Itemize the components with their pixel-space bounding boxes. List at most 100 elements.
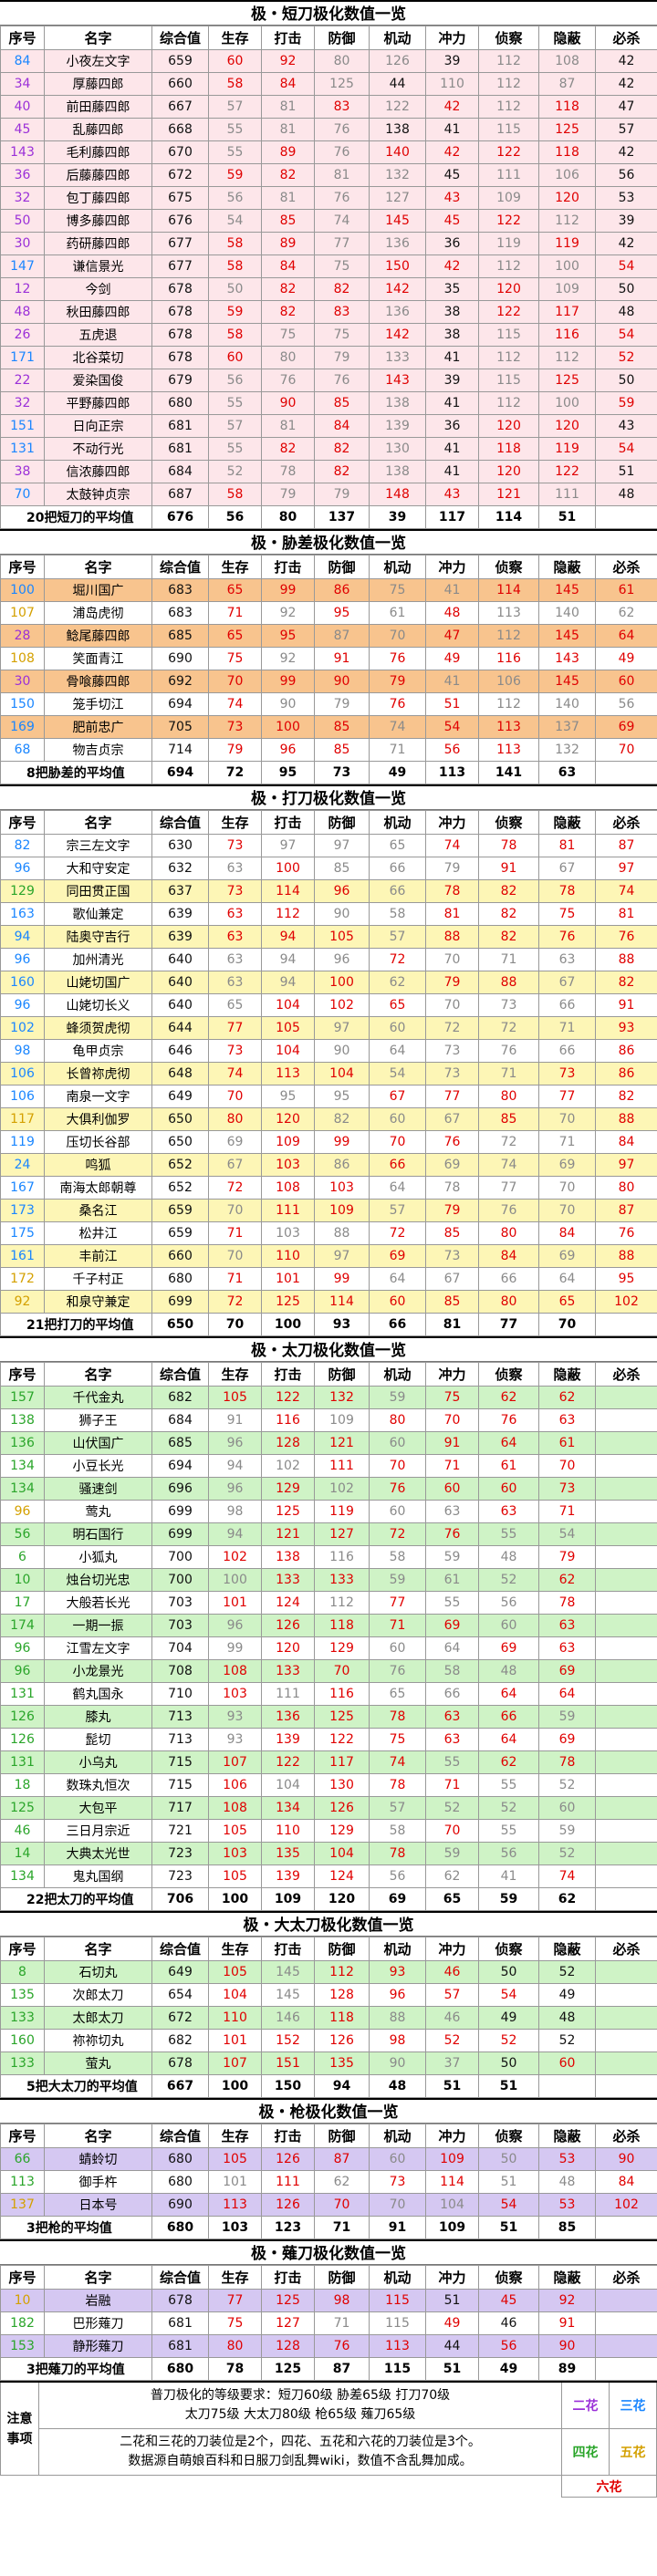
stat-cell: 60 xyxy=(538,2051,596,2075)
stat-cell: 94 xyxy=(208,1522,262,1546)
average-value: 63 xyxy=(538,761,596,784)
stat-cell: 112 xyxy=(478,624,539,648)
stat-cell: 681 xyxy=(151,2311,209,2335)
stat-cell: 43 xyxy=(425,186,479,210)
row-number: 119 xyxy=(0,1130,45,1154)
average-value: 73 xyxy=(314,761,370,784)
row-number: 30 xyxy=(0,232,45,255)
stat-cell: 70 xyxy=(425,1819,479,1843)
column-header: 冲力 xyxy=(425,1362,479,1387)
table-row: 160 山姥切国广 640 63 94 100 62 79 88 67 82 xyxy=(0,971,657,994)
stat-cell: 65 xyxy=(538,1290,596,1314)
sword-name: 静形薙刀 xyxy=(44,2334,152,2358)
stat-cell: 35 xyxy=(425,277,479,301)
stat-cell: 684 xyxy=(151,460,209,483)
stat-cell: 672 xyxy=(151,163,209,187)
stat-cell: 687 xyxy=(151,483,209,506)
stat-cell: 675 xyxy=(151,186,209,210)
stat-cell: 60 xyxy=(478,1477,539,1501)
stat-cell: 142 xyxy=(369,277,426,301)
row-number: 34 xyxy=(0,72,45,96)
stat-cell: 56 xyxy=(478,1842,539,1865)
average-value: 72 xyxy=(208,761,262,784)
table-row: 131 鹤丸国永 710 103 111 116 65 66 64 64 xyxy=(0,1682,657,1706)
stat-cell: 85 xyxy=(314,738,370,762)
average-value: 109 xyxy=(425,2216,479,2239)
stat-cell: 61 xyxy=(478,1454,539,1478)
average-label: 3把薙刀的平均值 xyxy=(0,2357,152,2381)
stat-cell: 70 xyxy=(369,1130,426,1154)
table-row: 107 浦岛虎彻 683 71 92 95 61 48 113 140 62 xyxy=(0,601,657,625)
stat-cell: 50 xyxy=(208,277,262,301)
average-value: 103 xyxy=(208,2216,262,2239)
stat-cell: 118 xyxy=(314,1614,370,1637)
stat-cell: 51 xyxy=(425,2289,479,2312)
stat-cell: 92 xyxy=(261,647,315,670)
stat-cell: 64 xyxy=(538,1267,596,1291)
stat-cell xyxy=(595,1454,657,1478)
stat-cell: 80 xyxy=(369,1408,426,1432)
stat-cell: 113 xyxy=(261,1062,315,1085)
stat-cell: 115 xyxy=(478,118,539,141)
stat-cell: 109 xyxy=(478,186,539,210)
stat-cell: 50 xyxy=(595,369,657,392)
stat-cell: 93 xyxy=(595,1016,657,1040)
table-row: 167 南海太郎朝尊 652 72 108 103 64 78 77 70 80 xyxy=(0,1176,657,1200)
stat-cell: 39 xyxy=(425,369,479,392)
stat-cell: 56 xyxy=(595,692,657,716)
average-value: 69 xyxy=(369,1887,426,1911)
stat-cell: 58 xyxy=(208,232,262,255)
stat-cell: 54 xyxy=(369,1062,426,1085)
table-row: 174 一期一振 703 96 126 118 71 69 60 63 xyxy=(0,1614,657,1637)
stat-cell: 60 xyxy=(369,2147,426,2171)
stat-cell: 72 xyxy=(208,1290,262,1314)
sword-name: 五虎退 xyxy=(44,323,152,347)
sword-name: 秋田藤四郎 xyxy=(44,300,152,324)
table-row: 119 压切长谷部 650 69 109 99 70 76 72 71 84 xyxy=(0,1130,657,1154)
average-value: 51 xyxy=(478,2216,539,2239)
stat-cell: 678 xyxy=(151,2289,209,2312)
stat-cell: 82 xyxy=(478,925,539,949)
stats-table: 序号 名字 综合值 生存 打击 防御 机动 冲力 侦察 隐蔽 必杀 82 宗三左文字 630 73 97 97 6… xyxy=(0,810,657,1336)
stat-cell: 106 xyxy=(208,1773,262,1797)
stat-cell: 680 xyxy=(151,1267,209,1291)
row-number: 167 xyxy=(0,1176,45,1200)
stat-cell: 676 xyxy=(151,209,209,233)
stat-cell: 73 xyxy=(369,2170,426,2194)
stat-cell: 109 xyxy=(538,277,596,301)
stat-cell: 112 xyxy=(314,1960,370,1984)
row-number: 102 xyxy=(0,1016,45,1040)
column-header: 隐蔽 xyxy=(538,555,596,579)
average-value: 150 xyxy=(261,2074,315,2098)
stat-cell: 55 xyxy=(425,1591,479,1615)
sword-name: 后藤藤四郎 xyxy=(44,163,152,187)
stat-cell: 106 xyxy=(538,163,596,187)
stat-cell: 73 xyxy=(425,1062,479,1085)
stat-cell: 86 xyxy=(595,1062,657,1085)
stat-cell: 54 xyxy=(478,1983,539,2007)
stat-cell: 107 xyxy=(208,1750,262,1774)
stat-cell: 69 xyxy=(369,1244,426,1268)
stat-cell: 100 xyxy=(538,254,596,278)
table-row: 153 静形薙刀 681 80 128 76 113 44 56 90 xyxy=(0,2334,657,2358)
stat-cell: 47 xyxy=(425,624,479,648)
row-number: 8 xyxy=(0,1960,45,1984)
table-row: 96 山姥切长义 640 65 104 102 65 70 73 66 91 xyxy=(0,993,657,1017)
table-row: 84 小夜左文字 659 60 92 80 126 39 112 108 42 xyxy=(0,49,657,73)
average-value: 706 xyxy=(151,1887,209,1911)
stat-cell: 684 xyxy=(151,1408,209,1432)
stat-cell: 91 xyxy=(208,1408,262,1432)
column-header: 序号 xyxy=(0,810,45,835)
stat-cell: 54 xyxy=(478,2193,539,2217)
row-number: 30 xyxy=(0,670,45,693)
stat-cell: 87 xyxy=(314,2147,370,2171)
row-number: 66 xyxy=(0,2147,45,2171)
stat-cell: 76 xyxy=(478,1199,539,1222)
stat-cell: 61 xyxy=(369,601,426,625)
stat-cell: 104 xyxy=(314,1842,370,1865)
stat-cell: 85 xyxy=(314,857,370,880)
row-number: 133 xyxy=(0,2051,45,2075)
stat-cell: 46 xyxy=(425,2006,479,2030)
stat-cell: 680 xyxy=(151,2147,209,2171)
stat-cell: 91 xyxy=(314,647,370,670)
